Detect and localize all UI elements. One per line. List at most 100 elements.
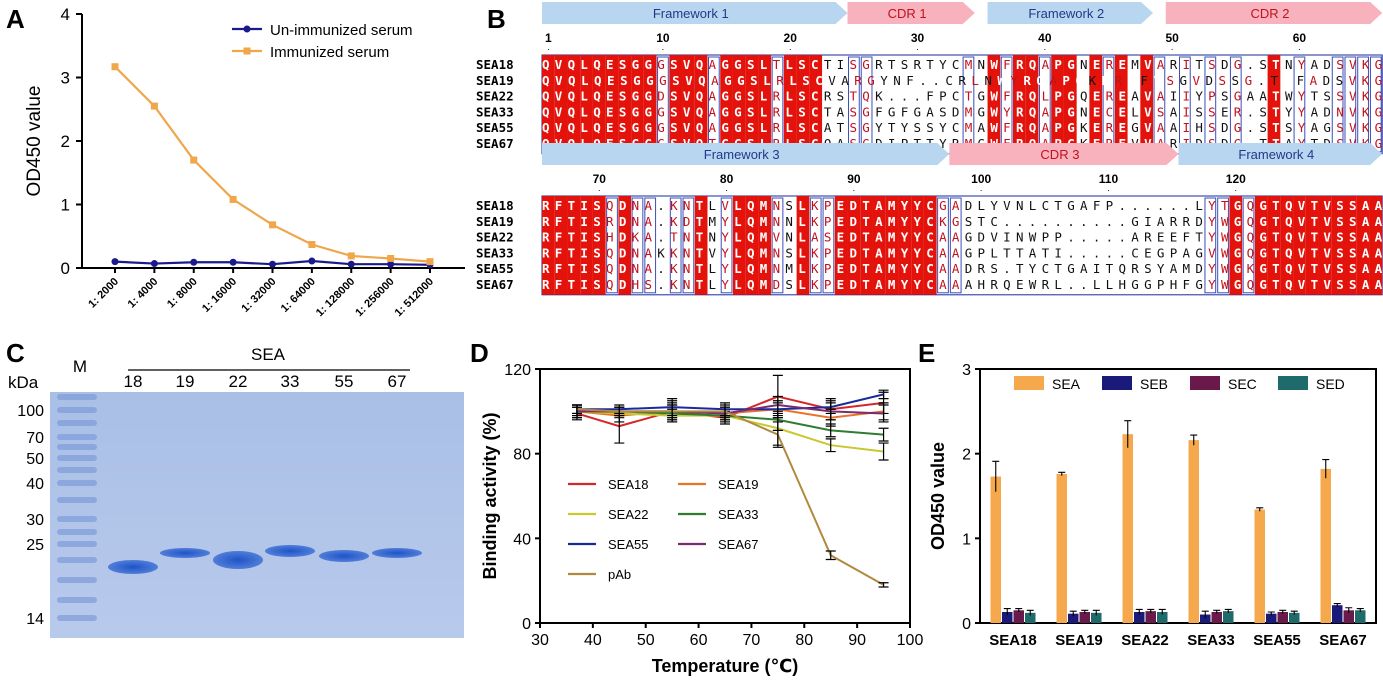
conserved-column	[1254, 196, 1268, 295]
e-error-bar	[1147, 608, 1155, 613]
similar-column	[937, 197, 949, 294]
d-y-tick-label: 120	[504, 362, 531, 379]
d-error-bar	[772, 395, 783, 415]
position-tick: 10	[656, 31, 670, 45]
e-error-bar	[1356, 608, 1364, 612]
a-x-tick-label: 1: 2000	[86, 276, 121, 311]
conserved-column	[567, 196, 581, 295]
e-error-bar	[1256, 507, 1264, 512]
d-series-line	[576, 408, 885, 586]
conserved-column	[987, 55, 1001, 154]
conserved-column	[1293, 196, 1306, 295]
position-dot: .	[1171, 42, 1174, 52]
conserved-column	[592, 196, 606, 295]
conserved-column	[872, 196, 886, 295]
conserved-column	[758, 196, 772, 295]
e-error-bar	[1333, 602, 1341, 607]
conserved-column	[898, 196, 912, 295]
gel-band	[372, 548, 422, 558]
e-y-tick-label: 1	[962, 531, 971, 548]
position-tick: 30	[911, 31, 925, 45]
conserved-column	[923, 196, 937, 295]
d-error-bar	[825, 402, 836, 421]
d-legend-label: SEA18	[608, 477, 648, 492]
sequence-name: SEA67	[476, 277, 514, 292]
position-tick: 110	[1099, 172, 1119, 186]
a-point	[111, 63, 119, 71]
a-y-tick-label: 4	[61, 5, 70, 24]
a-y-tick-label: 3	[61, 69, 70, 88]
d-x-tick-label: 40	[584, 632, 602, 649]
conserved-column	[1267, 55, 1281, 154]
d-legend-label: SEA33	[718, 507, 758, 522]
e-error-bar	[1135, 608, 1143, 615]
a-x-tick-label: 1: 256000	[353, 276, 397, 320]
d-x-tick-label: 100	[897, 632, 924, 649]
e-bar	[1254, 509, 1265, 623]
position-dot: .	[598, 183, 601, 193]
region-label: CDR 2	[1250, 6, 1289, 21]
similar-column	[809, 197, 822, 294]
similar-column	[1242, 197, 1255, 294]
a-x-tick-label: 1: 64000	[279, 276, 318, 315]
similar-column	[644, 197, 657, 294]
sequence-name: SEA18	[476, 198, 514, 213]
region-label: Framework 1	[653, 6, 729, 21]
a-point	[347, 252, 355, 260]
a-point	[426, 258, 434, 266]
sds-page-gel: M SEA kDa 18 19 22 33 55 67 100 70 50 40 30 25 14	[8, 345, 464, 638]
chart-e: OD450 value 0 1 2 3 SEA18 SEA19 SEA22 SEA33 SEA…	[928, 362, 1377, 649]
gel-ladder-band	[57, 467, 97, 473]
e-bar	[1145, 611, 1156, 623]
conserved-column	[554, 196, 568, 295]
similar-column	[771, 197, 784, 294]
position-dot: .	[1044, 42, 1047, 52]
position-dot: .	[1298, 42, 1301, 52]
conserved-column	[720, 55, 733, 154]
e-frame	[979, 368, 1377, 624]
position-tick: 100	[971, 172, 991, 186]
conserved-column	[1013, 55, 1026, 154]
conserved-column	[580, 55, 593, 154]
sequence-name: SEA55	[476, 120, 514, 135]
gel-ladder-band	[57, 420, 97, 426]
e-y-tick-label: 0	[962, 616, 971, 633]
similar-column	[606, 197, 618, 294]
a-point	[229, 258, 237, 266]
conserved-column	[542, 55, 555, 154]
e-error-bar	[1003, 608, 1011, 616]
conserved-column	[542, 196, 555, 295]
d-x-tick-label: 60	[690, 632, 708, 649]
e-y-tick-label: 3	[962, 362, 971, 379]
e-error-bar	[1267, 611, 1275, 616]
e-error-bar	[1345, 607, 1353, 613]
e-error-bar	[1058, 471, 1066, 476]
similar-column	[1204, 197, 1217, 294]
gel-mw-label: 25	[26, 537, 44, 554]
sequence-name: SEA22	[476, 230, 514, 245]
gel-lane-label: 18	[124, 372, 143, 391]
e-error-bar	[1026, 609, 1034, 616]
a-point	[190, 258, 198, 266]
a-x-tick-label: 1: 4000	[126, 276, 161, 311]
sequence-name: SEA55	[476, 261, 514, 276]
region-label: CDR 1	[888, 6, 927, 21]
region-arrow	[949, 143, 1179, 165]
panel-label-a: A	[6, 4, 25, 34]
d-error-bar	[572, 404, 582, 415]
conserved-column	[783, 55, 797, 154]
conserved-column	[732, 55, 746, 154]
conserved-column	[1331, 196, 1344, 295]
position-dot: .	[1235, 183, 1238, 193]
position-dot: .	[980, 183, 983, 193]
d-y-tick-label: 80	[513, 447, 531, 464]
e-bar	[1343, 610, 1354, 623]
conserved-column	[1229, 196, 1243, 295]
similar-column	[720, 197, 733, 294]
position-tick: 20	[784, 31, 798, 45]
e-legend-swatch	[1278, 376, 1308, 390]
e-error-bar	[1224, 608, 1232, 613]
similar-column	[631, 197, 644, 294]
panel-label-e: E	[918, 338, 935, 368]
